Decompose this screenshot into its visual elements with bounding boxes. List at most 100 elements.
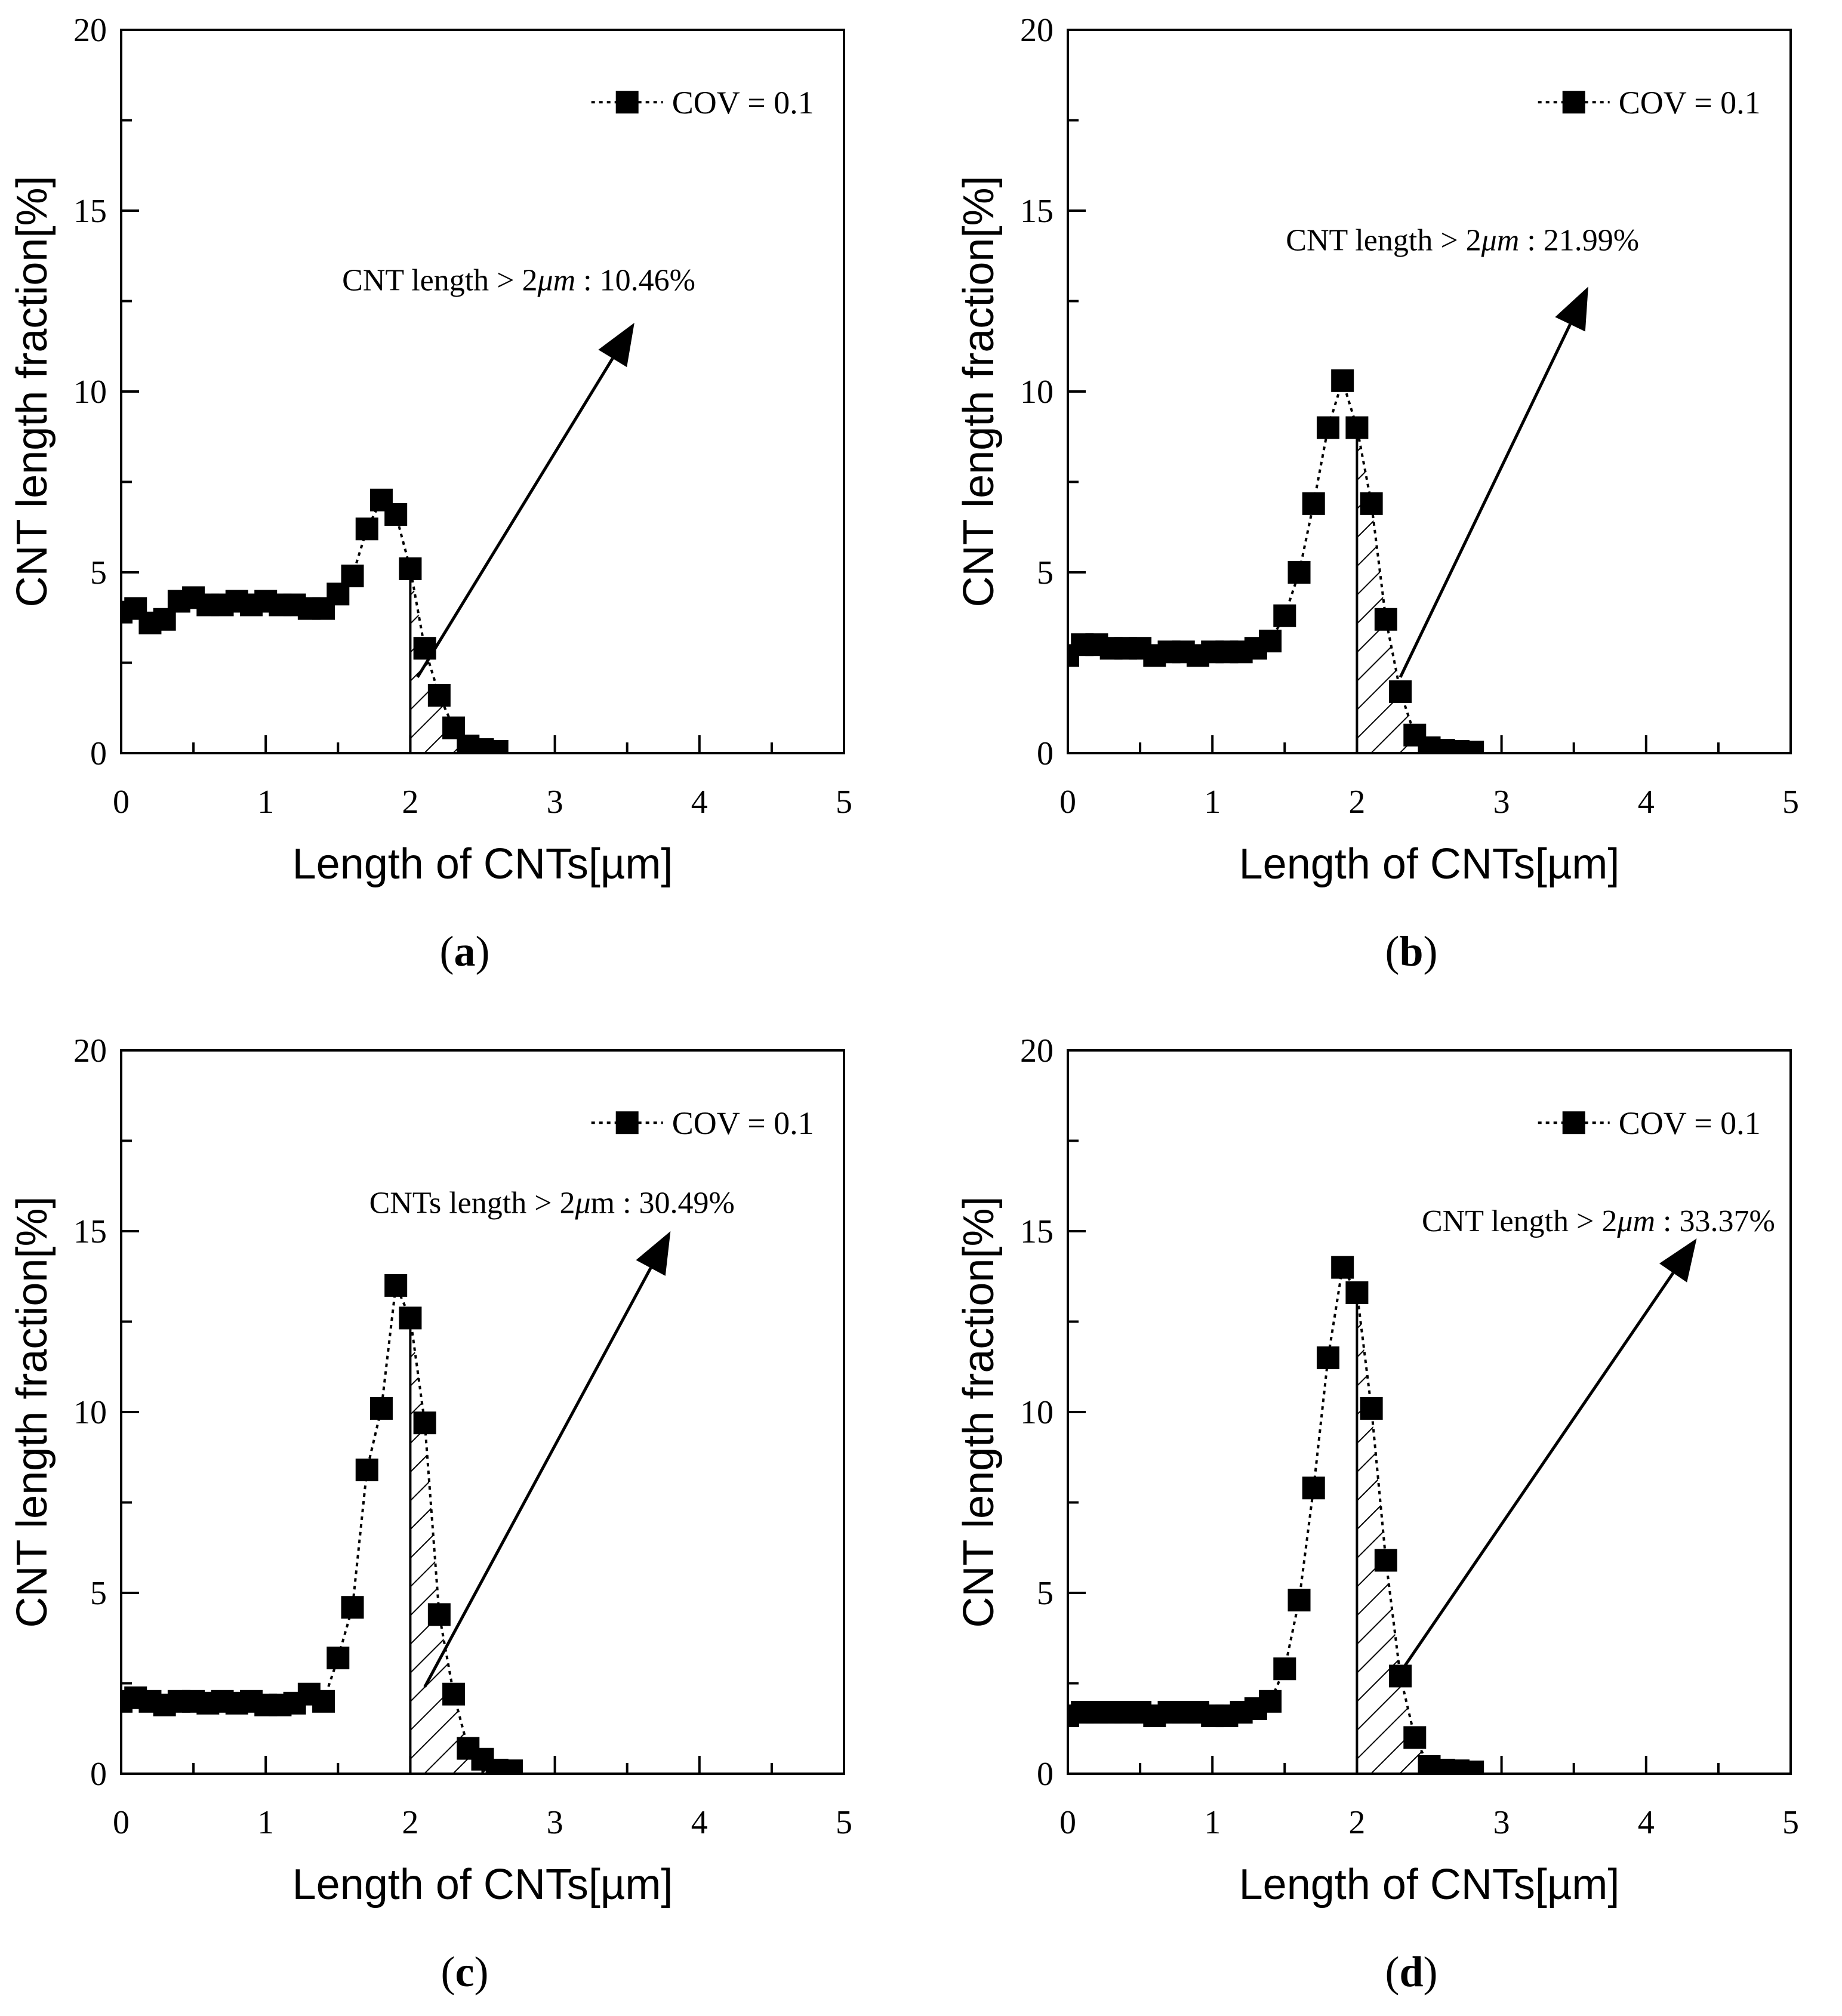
- annotation-arrow: [423, 1267, 652, 1688]
- plot-frame: [1067, 1049, 1792, 1775]
- annotation-prefix: CNT length > 2: [342, 263, 537, 297]
- data-point: [1331, 1256, 1354, 1279]
- x-tick-label: 5: [836, 784, 852, 821]
- annotation-prefix: CNTs length > 2: [369, 1186, 575, 1220]
- y-tick-label: 15: [73, 193, 107, 230]
- x-axis-title: Length of CNTs[µm]: [292, 1861, 673, 1909]
- chart-b: 0 1 2 3 4 5 0 5 10 15 20 Length of CNTs[µm] CNT leng…: [955, 12, 1799, 975]
- panel-label-open: (: [1385, 927, 1399, 975]
- legend-marker: [615, 1111, 639, 1135]
- data-point: [312, 1690, 335, 1713]
- hatched-area: [410, 568, 497, 753]
- data-point: [413, 1411, 436, 1435]
- data-point: [1345, 1281, 1369, 1305]
- panel-label-letter: d: [1399, 1948, 1423, 1996]
- data-point: [1316, 1346, 1339, 1370]
- data-point: [1259, 1690, 1282, 1713]
- data-point: [1287, 561, 1311, 584]
- hatched-area: [1357, 427, 1473, 753]
- panel-label-letter: c: [455, 1948, 475, 1996]
- panel-label: (b): [1385, 927, 1437, 975]
- x-tick-label: 0: [1059, 1804, 1076, 1841]
- x-tick-label: 0: [1059, 784, 1076, 821]
- x-tick-label: 1: [1204, 784, 1221, 821]
- data-point: [1259, 630, 1282, 653]
- panel-label-open: (: [1385, 1948, 1399, 1996]
- x-tick-label: 0: [113, 784, 130, 821]
- panel-d: 0 1 2 3 4 5 0 5 10 15 20 Length of CNTs[µm] CNT leng…: [947, 1021, 1842, 1999]
- annotation-suffix: : 21.99%: [1519, 224, 1639, 258]
- data-point: [355, 1458, 378, 1481]
- data-point: [1374, 1549, 1397, 1572]
- legend-marker: [615, 91, 639, 114]
- y-axis-title: CNT length fraction[%]: [955, 176, 1003, 608]
- y-tick-label: 10: [1020, 374, 1054, 411]
- panel-label: (d): [1385, 1948, 1437, 1996]
- y-tick-label: 0: [90, 1756, 107, 1793]
- data-point: [399, 1306, 422, 1330]
- x-tick-label: 5: [836, 1804, 852, 1841]
- chart-a: 0 1 2 3 4 5 0 5 10 15 20 Length of CNTs[µm] CNT leng…: [8, 12, 852, 975]
- data-point: [369, 1397, 393, 1420]
- annotation-unit: μm: [1481, 224, 1520, 258]
- data-point: [413, 637, 436, 660]
- y-tick-label: 15: [1020, 193, 1054, 230]
- panel-label-close: ): [474, 1948, 488, 1996]
- y-axis-title: CNT length fraction[%]: [8, 176, 56, 608]
- annotation-arrow: [416, 357, 614, 679]
- data-point: [1345, 416, 1369, 439]
- annotation-unit: μm: [537, 263, 576, 297]
- legend-label: COV = 0.1: [1619, 1105, 1761, 1141]
- annotation-unit: μm: [1616, 1204, 1655, 1238]
- panel-label-open: (: [441, 1948, 455, 1996]
- annotation-suffix: : 33.37%: [1655, 1204, 1775, 1238]
- annotation-arrowhead: [1659, 1238, 1697, 1283]
- x-tick-label: 4: [691, 784, 708, 821]
- data-point: [442, 1682, 466, 1706]
- x-tick-label: 1: [1204, 1804, 1221, 1841]
- legend-label: COV = 0.1: [672, 1105, 814, 1141]
- x-axis-title: Length of CNTs[µm]: [292, 840, 673, 888]
- data-point: [399, 557, 422, 580]
- annotation-prefix: CNT length > 2: [1286, 224, 1481, 258]
- data-point: [485, 739, 509, 753]
- y-tick-label: 5: [1037, 1575, 1054, 1612]
- y-tick-label: 0: [1037, 735, 1054, 772]
- data-point: [1389, 1664, 1412, 1688]
- panel-label: (c): [441, 1948, 489, 1996]
- x-tick-label: 5: [1782, 1804, 1799, 1841]
- data-point: [500, 1759, 523, 1774]
- data-point: [427, 1603, 451, 1626]
- annotation-arrowhead: [1555, 286, 1588, 332]
- x-tick-label: 1: [257, 1804, 274, 1841]
- plot-frame: [120, 29, 845, 754]
- x-tick-label: 2: [1348, 1804, 1365, 1841]
- hatched-area: [1357, 1293, 1473, 1774]
- data-point: [384, 1274, 408, 1297]
- x-tick-label: 5: [1782, 784, 1799, 821]
- annotation-text: CNT length > 2μm : 33.37%: [1422, 1204, 1775, 1238]
- y-tick-label: 0: [90, 735, 107, 772]
- data-point: [1331, 369, 1354, 392]
- y-tick-label: 5: [90, 554, 107, 591]
- x-tick-label: 2: [1348, 784, 1365, 821]
- x-tick-label: 3: [547, 1804, 563, 1841]
- data-point: [1273, 604, 1296, 627]
- data-point: [1389, 680, 1412, 703]
- x-tick-label: 3: [1493, 784, 1510, 821]
- data-point: [384, 503, 408, 526]
- annotation-suffix: m : 30.49%: [591, 1186, 735, 1220]
- panel-label: (a): [440, 927, 490, 975]
- series-line: [1068, 377, 1473, 753]
- x-tick-label: 0: [113, 1804, 130, 1841]
- legend-marker: [1562, 91, 1585, 114]
- data-point: [1403, 1726, 1427, 1749]
- x-axis-title: Length of CNTs[µm]: [1239, 840, 1620, 888]
- annotation-text: CNT length > 2μm : 21.99%: [1286, 224, 1639, 258]
- data-point: [1461, 741, 1484, 753]
- panel-b: 0 1 2 3 4 5 0 5 10 15 20 Length of CNTs[µm] CNT leng…: [947, 0, 1842, 979]
- y-tick-label: 5: [90, 1575, 107, 1612]
- data-point: [1360, 492, 1383, 515]
- data-point: [1287, 1589, 1311, 1612]
- x-tick-label: 4: [1638, 1804, 1655, 1841]
